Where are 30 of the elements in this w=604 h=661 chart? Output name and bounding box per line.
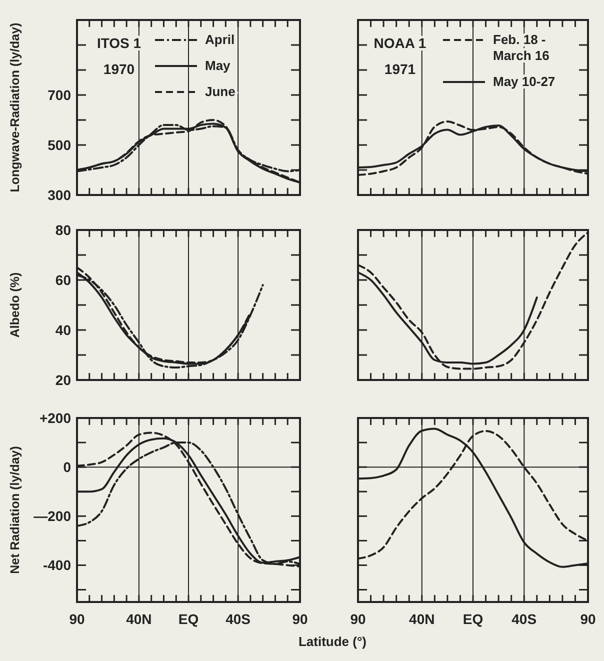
y-tick-label: 40 [55,322,72,338]
y-tick-label: -400 [42,557,72,574]
text: 1971 [384,61,416,77]
x-tick-label: EQ [462,611,484,627]
y-axis-title: Net Radiation (ly/day) [8,446,22,574]
y-tick-label: +200 [39,410,72,426]
y-axis-title: Longwave-Radiation (ly/day) [8,22,22,192]
y-tick-label: 20 [55,372,72,388]
y-tick-label: 500 [48,137,72,153]
text: 1970 [103,61,135,77]
x-tick-label: EQ [178,611,199,627]
y-tick-label: 60 [55,272,72,288]
x-tick-label: 40N [126,611,152,627]
y-tick-label: 700 [48,87,72,103]
x-tick-label: 40S [226,611,251,627]
x-tick-label: 90 [350,611,366,627]
x-tick-label: 90 [69,611,85,627]
y-tick-label: 0 [63,459,72,476]
y-axis-title: Albedo (%) [8,272,22,338]
legend-label: June [205,84,236,99]
y-tick-label: 300 [48,187,72,203]
x-tick-label: 90 [292,611,308,627]
x-axis-title: Latitude (°) [298,634,367,649]
x-tick-label: 40N [409,611,435,627]
legend-label: May [205,58,232,73]
legend-label: April [205,32,235,47]
x-tick-label: 40S [512,611,537,627]
y-tick-label: 80 [55,222,72,238]
x-tick-label: 90 [580,611,596,627]
y-tick-label: —200 [34,508,72,524]
